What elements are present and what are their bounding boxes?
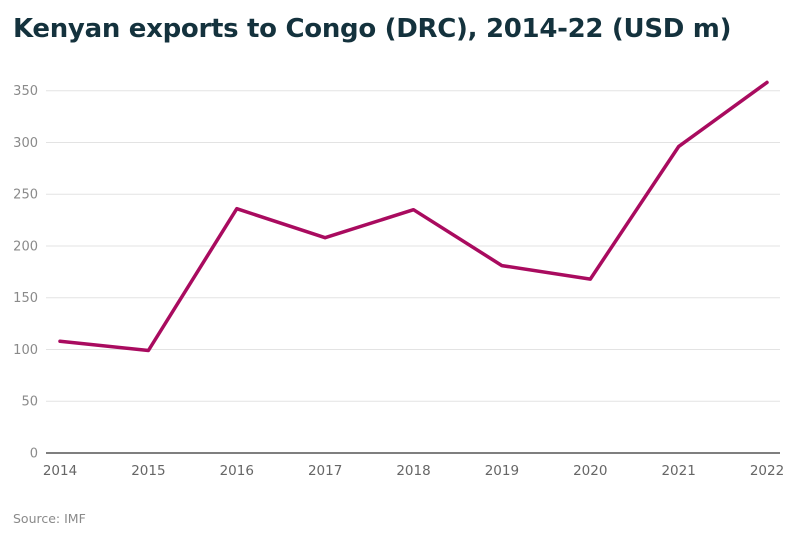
source-note: Source: IMF xyxy=(13,511,86,526)
y-tick-label: 50 xyxy=(21,395,38,410)
y-tick-label: 250 xyxy=(13,188,38,203)
x-tick-label: 2022 xyxy=(750,463,784,479)
y-tick-label: 100 xyxy=(13,343,38,358)
series-group xyxy=(58,80,769,353)
y-tick-label: 150 xyxy=(13,291,38,306)
y-tick-label: 300 xyxy=(13,136,38,151)
x-tick-label: 2021 xyxy=(661,463,695,479)
y-tick-label: 0 xyxy=(30,447,38,462)
x-tick-label: 2018 xyxy=(396,463,430,479)
y-tick-label: 350 xyxy=(13,84,38,99)
series-line-0 xyxy=(58,80,769,353)
x-axis-ticks: 2014 2015 2016 2017 2018 2019 2020 2021 2022 xyxy=(43,463,784,479)
gridlines xyxy=(46,90,780,402)
x-tick-label: 2019 xyxy=(485,463,519,479)
x-tick-label: 2020 xyxy=(573,463,607,479)
chart-title: Kenyan exports to Congo (DRC), 2014-22 (… xyxy=(13,14,732,44)
y-axis-ticks: 0 50 100 150 200 250 300 350 xyxy=(13,84,38,461)
x-tick-label: 2014 xyxy=(43,463,77,479)
x-tick-label: 2017 xyxy=(308,463,342,479)
y-tick-label: 200 xyxy=(13,239,38,254)
x-tick-label: 2016 xyxy=(220,463,254,479)
x-tick-label: 2015 xyxy=(131,463,165,479)
